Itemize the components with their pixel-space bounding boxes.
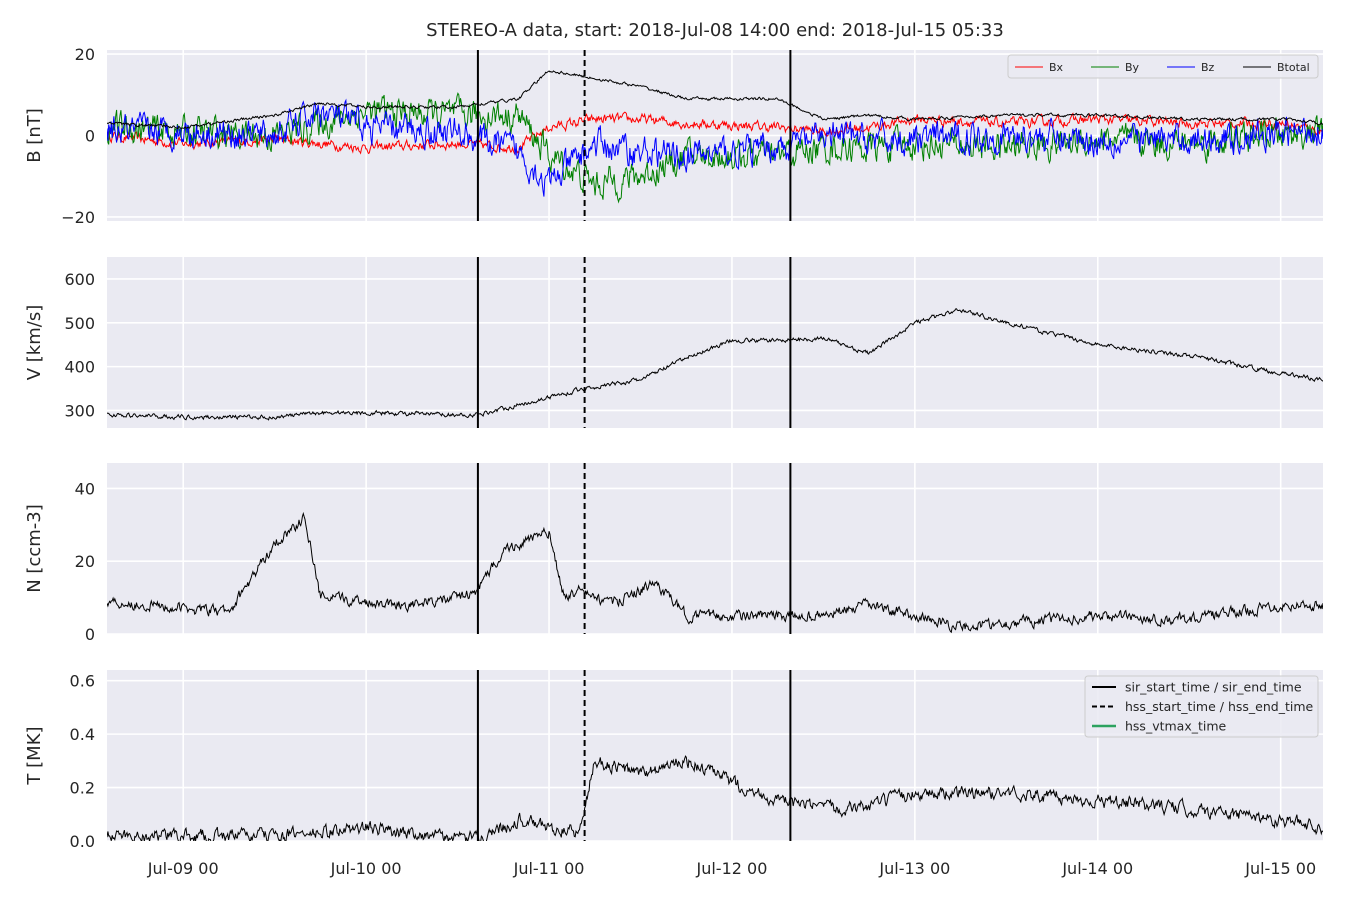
series-line-btotal (107, 70, 1323, 130)
legend-label: hss_start_time / hss_end_time (1125, 699, 1314, 714)
legend-label: sir_start_time / sir_end_time (1125, 680, 1302, 695)
y-tick-label: 300 (64, 401, 95, 420)
x-tick-label: Jul-15 00 (1244, 859, 1316, 878)
y-tick-label: 40 (75, 479, 95, 498)
series-group (107, 511, 1323, 634)
x-tick-label: Jul-14 00 (1061, 859, 1133, 878)
series-line-bx (107, 111, 1323, 155)
y-tick-label: 600 (64, 270, 95, 289)
series-group (107, 308, 1323, 421)
x-tick-label: Jul-12 00 (696, 859, 768, 878)
y-axis-label: B [nT] (24, 108, 45, 163)
y-tick-label: 0.2 (70, 779, 95, 798)
y-tick-label: 0 (85, 127, 95, 146)
y-tick-label: 0.4 (70, 725, 95, 744)
y-tick-label: −20 (61, 208, 95, 227)
y-tick-label: 20 (75, 552, 95, 571)
series-line (107, 308, 1323, 421)
series-line (107, 755, 1323, 841)
series-line (107, 511, 1323, 634)
series-group (107, 70, 1323, 204)
x-tick-label: Jul-13 00 (878, 859, 950, 878)
panel-background (107, 463, 1323, 634)
x-tick-label: Jul-10 00 (330, 859, 402, 878)
y-axis-label: V [km/s] (24, 305, 45, 380)
y-tick-label: 400 (64, 358, 95, 377)
y-tick-label: 500 (64, 314, 95, 333)
panel-2: 300 400 500 600 V [km/s] (24, 257, 1323, 428)
panel-1: −20 0 20 B [nT] Bx By Bz Btotal (24, 45, 1323, 227)
legend-label-by: By (1125, 61, 1140, 74)
y-tick-label: 0.6 (70, 672, 95, 691)
y-tick-label: 0 (85, 625, 95, 644)
series-group (107, 755, 1323, 841)
legend-label-bz: Bz (1201, 61, 1215, 74)
y-axis-label: T [MK] (24, 726, 45, 785)
panel-3: 0 20 40 N [ccm-3] (24, 463, 1323, 644)
legend-label-btotal: Btotal (1277, 61, 1310, 74)
x-tick-label: Jul-11 00 (513, 859, 585, 878)
legend-b: Bx By Bz Btotal (1007, 54, 1319, 79)
legend-frame (1084, 675, 1319, 738)
panel-background (107, 257, 1323, 428)
legend-frame (1007, 54, 1319, 79)
x-tick-labels: Jul-09 00 Jul-10 00 Jul-11 00 Jul-12 00 Jul-… (147, 859, 1316, 878)
legend-label-bx: Bx (1049, 61, 1064, 74)
legend-markers: sir_start_time / sir_end_time hss_start_t… (1084, 675, 1319, 738)
y-tick-label: 20 (75, 45, 95, 64)
legend-label: hss_vtmax_time (1125, 719, 1227, 734)
y-tick-label: 0.0 (70, 832, 95, 851)
x-tick-label: Jul-09 00 (147, 859, 219, 878)
panel-4: 0.0 0.2 0.4 0.6 T [MK] sir_start_time / sir_e… (24, 670, 1323, 851)
chart-title: STEREO-A data, start: 2018-Jul-08 14:00 … (426, 20, 1004, 41)
series-line-by (107, 92, 1323, 204)
series-line-bz (107, 98, 1323, 197)
y-axis-label: N [ccm-3] (24, 504, 45, 593)
